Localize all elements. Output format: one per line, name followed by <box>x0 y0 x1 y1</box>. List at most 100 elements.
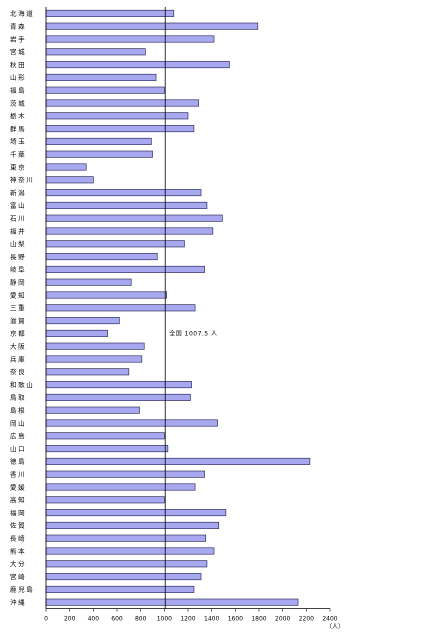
category-label: 香川 <box>10 470 26 479</box>
bar-18 <box>45 227 214 235</box>
bar-29 <box>45 368 130 376</box>
category-label: 新潟 <box>10 188 26 197</box>
bar-33 <box>45 419 218 427</box>
category-label: 岐阜 <box>10 265 26 274</box>
category-label: 富山 <box>10 201 26 210</box>
category-label: 山口 <box>10 444 26 453</box>
bar-17 <box>45 214 223 222</box>
category-label: 和歌山 <box>10 380 34 389</box>
category-label: 秋田 <box>10 60 26 69</box>
bar-8 <box>45 99 199 107</box>
bar-39 <box>45 496 165 504</box>
category-label: 宮崎 <box>10 572 26 581</box>
category-label: 広島 <box>10 431 26 440</box>
x-tick-label: 2400 <box>322 616 337 623</box>
x-tick-label: 800 <box>135 616 147 623</box>
category-label: 熊本 <box>10 546 26 555</box>
x-tick-label: 200 <box>64 616 76 623</box>
bar-25 <box>45 317 120 325</box>
x-axis-ticks: 0 200 400 600 800 1000 1200 1400 1600 1800 2000 220… <box>44 608 338 623</box>
bar-41 <box>45 521 220 529</box>
category-label: 長野 <box>10 253 26 261</box>
category-label: 福岡 <box>10 508 26 517</box>
category-label: 奈良 <box>10 367 26 376</box>
category-label: 鹿児島 <box>10 585 34 594</box>
national-average-annotation: 全国 1007.5 人 <box>169 329 217 337</box>
bar-37 <box>45 470 205 478</box>
x-tick-label: 1200 <box>180 616 195 623</box>
category-label: 福井 <box>10 226 26 235</box>
category-label: 山形 <box>10 73 26 82</box>
category-label: 静岡 <box>10 278 26 287</box>
bar-12 <box>45 150 153 158</box>
bar-30 <box>45 381 192 389</box>
category-label: 京都 <box>10 329 26 338</box>
category-label: 東京 <box>10 162 26 171</box>
bar-16 <box>45 201 208 209</box>
bar-26 <box>45 329 108 337</box>
category-label: 群馬 <box>10 124 26 133</box>
category-label: 愛媛 <box>10 482 26 491</box>
bar-40 <box>45 509 227 517</box>
bar-22 <box>45 278 132 286</box>
bar-3 <box>45 35 215 43</box>
category-label: 高知 <box>10 495 26 504</box>
category-label: 北海道 <box>10 9 34 18</box>
bar-43 <box>45 547 215 555</box>
category-label: 佐賀 <box>10 521 26 530</box>
bar-9 <box>45 112 189 120</box>
category-labels: 北海道青森岩手宮城秋田山形福島茨城栃木群馬埼玉千葉東京神奈川新潟富山石川福井山梨… <box>10 9 34 607</box>
x-axis-unit: （人） <box>326 624 344 631</box>
bar-31 <box>45 393 191 401</box>
bar-2 <box>45 22 259 30</box>
bar-14 <box>45 176 94 184</box>
bar-19 <box>45 240 185 248</box>
x-tick-label: 1600 <box>228 616 243 623</box>
bar-34 <box>45 432 165 440</box>
bar-1 <box>45 9 175 17</box>
category-label: 青森 <box>10 22 26 31</box>
category-label: 神奈川 <box>10 175 34 184</box>
x-tick-label: 1800 <box>251 616 266 623</box>
category-label: 愛知 <box>10 290 26 299</box>
bar-5 <box>45 61 230 69</box>
bar-21 <box>45 265 205 273</box>
x-tick-label: 1000 <box>157 616 172 623</box>
bar-23 <box>45 291 167 299</box>
category-label: 徳島 <box>10 457 26 466</box>
bar-13 <box>45 163 87 171</box>
bar-6 <box>45 73 157 81</box>
category-label: 大分 <box>10 559 26 568</box>
bar-10 <box>45 125 195 133</box>
category-label: 岩手 <box>10 34 26 43</box>
bar-28 <box>45 355 143 363</box>
category-label: 茨城 <box>10 98 26 107</box>
category-label: 滋賀 <box>10 316 26 325</box>
category-label: 栃木 <box>10 111 26 120</box>
bar-47 <box>45 598 299 606</box>
bar-36 <box>45 457 311 465</box>
bar-24 <box>45 304 196 312</box>
category-label: 福島 <box>10 86 26 95</box>
bar-11 <box>45 137 152 145</box>
category-label: 沖縄 <box>10 598 26 607</box>
bar-7 <box>45 86 165 94</box>
bar-35 <box>45 445 169 453</box>
x-tick-label: 2000 <box>275 616 290 623</box>
bars <box>45 9 311 606</box>
bar-38 <box>45 483 196 491</box>
category-label: 長崎 <box>10 534 26 543</box>
category-label: 鳥取 <box>10 393 26 402</box>
category-label: 兵庫 <box>10 354 26 363</box>
category-label: 千葉 <box>10 150 26 159</box>
category-label: 宮城 <box>10 47 26 56</box>
category-label: 埼玉 <box>10 137 26 146</box>
bar-44 <box>45 560 208 568</box>
bar-45 <box>45 573 202 581</box>
x-tick-label: 1400 <box>204 616 219 623</box>
bar-20 <box>45 253 158 261</box>
category-label: 岡山 <box>10 418 26 427</box>
bar-46 <box>45 585 195 593</box>
category-label: 大阪 <box>10 342 26 351</box>
